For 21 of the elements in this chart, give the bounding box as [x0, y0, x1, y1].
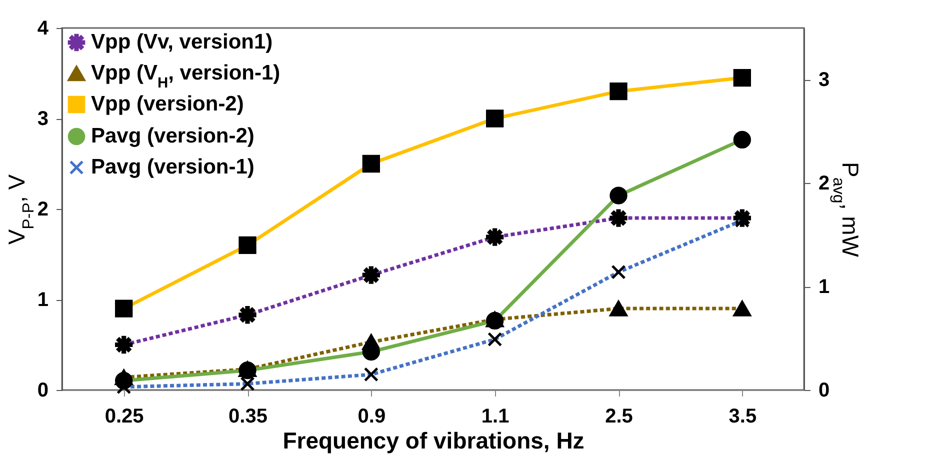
y2-tick-label: 0	[818, 380, 830, 402]
x-tick-label: 0.25	[104, 406, 144, 428]
legend-label: Vpp (V$_{H}$, version-1)	[91, 62, 280, 92]
y2-tick-label: 2	[818, 172, 830, 195]
y2-tick-label: 1	[818, 276, 830, 298]
x-tick-label: 3.5	[728, 406, 757, 428]
x-tick-label: 2.5	[605, 406, 633, 428]
y-tick-label: 2	[37, 198, 48, 220]
legend-label: Vpp (Vv, version1)	[91, 30, 273, 54]
x-tick-label: 1.1	[481, 406, 510, 428]
legend-label: Pavg (version-1)	[91, 156, 254, 178]
y-tick-label: 1	[37, 289, 48, 311]
y2-tick-label: 3	[818, 69, 830, 92]
legend-label: Pavg (version-2)	[91, 124, 254, 148]
y-tick-label: 3	[37, 108, 48, 130]
legend-label: Vpp (version-2)	[91, 92, 244, 116]
y-tick-label: 0	[37, 380, 48, 402]
x-axis-title: Frequency of vibrations, Hz	[282, 428, 584, 454]
x-tick-label: 0.9	[358, 406, 386, 428]
x-tick-label: 0.35	[228, 406, 268, 428]
y-tick-label: 4	[37, 18, 50, 40]
